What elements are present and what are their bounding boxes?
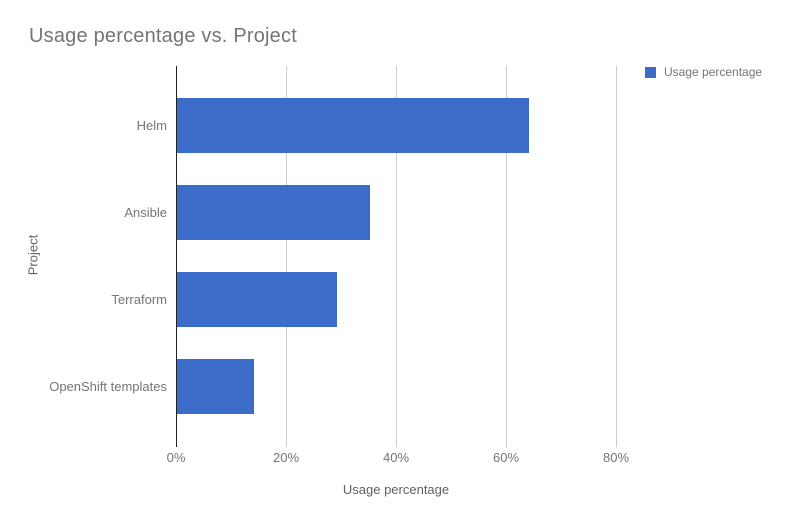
bar-terraform[interactable] (177, 272, 337, 327)
chart-title: Usage percentage vs. Project (29, 25, 297, 47)
gridline (616, 66, 617, 447)
x-tick-label: 80% (602, 450, 630, 465)
gridline (506, 66, 507, 447)
y-axis-label: Helm (136, 117, 167, 133)
bar-ansible[interactable] (177, 185, 370, 240)
x-tick-label: 20% (272, 450, 300, 465)
gridline (286, 66, 287, 447)
x-tick-label: 40% (382, 450, 410, 465)
y-axis-label: OpenShift templates (49, 378, 167, 394)
gridline (396, 66, 397, 447)
y-axis-label: Ansible (124, 204, 167, 220)
bar-helm[interactable] (177, 98, 529, 153)
x-axis-title: Usage percentage (342, 482, 450, 497)
y-axis-title: Project (25, 234, 41, 276)
legend-swatch (645, 66, 656, 78)
legend-label: Usage percentage (664, 65, 763, 79)
legend-item[interactable]: Usage percentage (645, 65, 762, 79)
y-axis-label: Terraform (111, 291, 167, 307)
y-axis-baseline (176, 66, 177, 447)
x-tick-label: 0% (166, 450, 186, 465)
x-tick-label: 60% (492, 450, 520, 465)
bar-openshift-templates[interactable] (177, 359, 254, 414)
